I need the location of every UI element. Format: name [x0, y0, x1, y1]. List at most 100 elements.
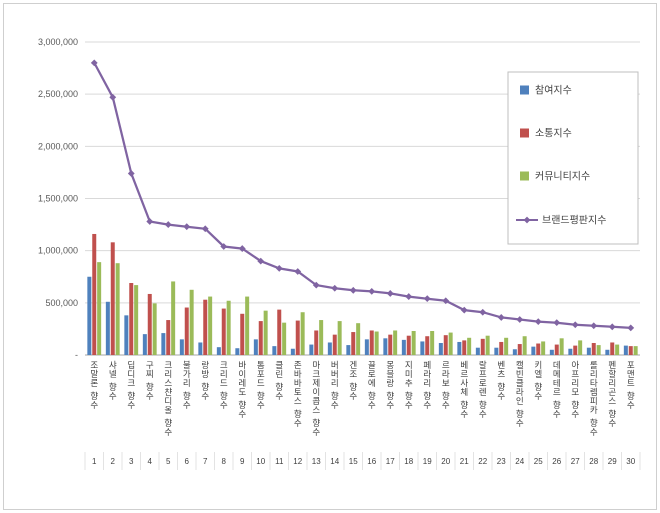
bar-series-3: [319, 320, 324, 355]
bar-series-2: [610, 342, 615, 355]
bar-series-2: [314, 330, 319, 355]
reputation-marker: [479, 308, 487, 316]
reputation-marker: [368, 287, 376, 295]
rank-label: 17: [386, 457, 395, 466]
bar-series-3: [282, 322, 287, 355]
bar-series-2: [351, 332, 356, 355]
bar-series-3: [504, 337, 509, 355]
bar-series-2: [240, 313, 245, 355]
y-axis-tick-label: 3,000,000: [38, 37, 78, 47]
bar-series-3: [337, 321, 342, 355]
bar-series-2: [129, 283, 134, 355]
bar-series-2: [462, 340, 467, 355]
rank-label: 14: [330, 457, 339, 466]
bar-series-3: [226, 300, 231, 355]
reputation-marker: [405, 293, 413, 300]
bar-series-2: [480, 338, 485, 355]
bar-series-1: [605, 349, 610, 355]
bar-series-3: [97, 262, 102, 355]
bar-series-3: [578, 340, 583, 355]
bar-series-2: [628, 346, 633, 355]
reputation-marker: [275, 265, 283, 272]
bar-series-2: [166, 320, 171, 355]
bar-series-1: [438, 343, 443, 355]
y-axis-tick-label: 500,000: [45, 298, 78, 308]
reputation-marker: [516, 316, 524, 323]
bar-series-1: [512, 349, 517, 355]
rank-label: 27: [571, 457, 580, 466]
y-axis-tick-label: 2,500,000: [38, 89, 78, 99]
y-axis-tick-label: -: [75, 350, 78, 360]
bar-series-1: [494, 347, 499, 355]
bar-series-3: [208, 296, 213, 355]
rank-label: 19: [423, 457, 432, 466]
reputation-marker: [627, 324, 635, 332]
bar-series-1: [623, 345, 628, 355]
rank-label: 4: [148, 457, 153, 466]
bar-series-1: [179, 339, 184, 355]
legend-item-3: 커뮤니티지수: [520, 171, 590, 183]
rank-label: 11: [275, 457, 284, 466]
bar-series-3: [134, 285, 139, 355]
bar-series-3: [189, 289, 194, 355]
legend-item-4: 브랜드평판지수: [516, 215, 606, 227]
reputation-marker: [349, 286, 357, 294]
bar-series-3: [263, 310, 268, 355]
bar-series-1: [475, 347, 480, 355]
rank-label: 26: [552, 457, 561, 466]
legend-item-1: 참여지수: [520, 85, 572, 97]
bar-series-1: [290, 348, 295, 355]
reputation-marker: [442, 297, 450, 305]
bar-series-1: [124, 315, 129, 355]
bar-series-3: [393, 330, 398, 355]
rank-label: 15: [349, 457, 358, 466]
bar-series-3: [467, 337, 472, 355]
reputation-marker: [534, 318, 542, 326]
bar-series-3: [374, 331, 379, 355]
bar-series-2: [147, 293, 152, 355]
reputation-marker: [164, 221, 172, 228]
reputation-marker: [127, 170, 135, 177]
reputation-marker: [220, 243, 228, 250]
bar-series-3: [300, 312, 305, 355]
bar-series-1: [401, 339, 406, 355]
rank-label: 18: [404, 457, 413, 466]
rank-label: 24: [515, 457, 524, 466]
bar-series-3: [245, 296, 250, 355]
reputation-marker: [183, 223, 191, 231]
bar-series-2: [591, 343, 596, 355]
bar-series-1: [364, 339, 369, 355]
rank-label: 21: [460, 457, 469, 466]
reputation-marker: [257, 257, 265, 265]
bar-series-2: [295, 320, 300, 355]
bar-series-1: [346, 345, 351, 355]
legend-swatch: [520, 128, 529, 138]
reputation-marker: [109, 93, 117, 101]
bar-series-2: [406, 335, 411, 355]
rank-label: 29: [608, 457, 617, 466]
bar-series-3: [430, 331, 435, 355]
rank-label: 23: [497, 457, 506, 466]
rank-label: 30: [626, 457, 635, 466]
rank-label: 7: [203, 457, 208, 466]
reputation-marker: [294, 268, 302, 275]
legend-item-2: 소통지수: [520, 128, 572, 140]
bar-series-1: [105, 301, 110, 355]
bar-series-1: [253, 339, 258, 355]
